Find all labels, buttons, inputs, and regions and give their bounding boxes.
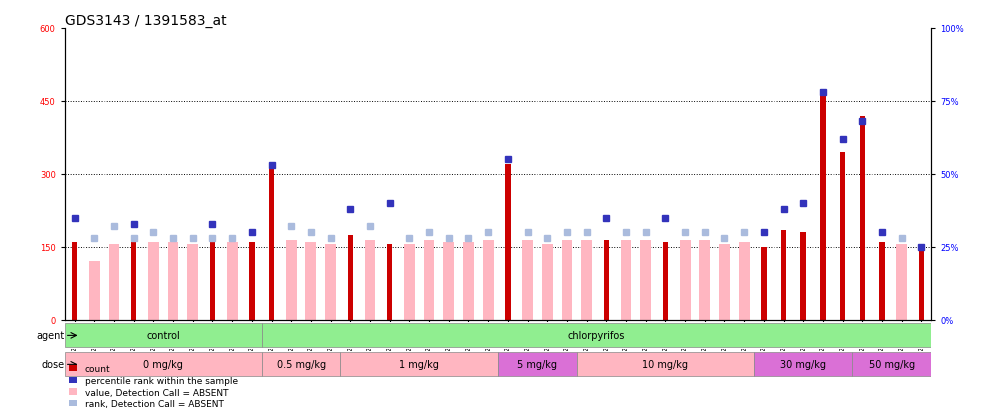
Legend: count, percentile rank within the sample, value, Detection Call = ABSENT, rank, : count, percentile rank within the sample… [70,365,238,408]
Bar [505,165,511,320]
Bar [562,240,573,320]
Bar [754,352,853,377]
Text: chlorpyrifos: chlorpyrifos [568,330,625,341]
Text: dose: dose [42,359,65,370]
Bar [227,242,238,320]
Bar [542,245,553,320]
Bar [130,242,136,320]
Bar [167,242,178,320]
Bar [65,323,262,348]
Bar [896,245,907,320]
Text: 5 mg/kg: 5 mg/kg [517,359,558,370]
Bar [365,240,375,320]
Bar [210,240,215,320]
Bar [404,245,414,320]
Text: control: control [146,330,180,341]
Bar [761,247,767,320]
Bar [577,352,754,377]
Bar [739,242,750,320]
Bar [498,352,577,377]
Bar [325,245,336,320]
Bar [443,242,454,320]
Bar [187,245,198,320]
Bar [249,242,255,320]
Bar [109,245,120,320]
Bar [621,240,631,320]
Bar [582,240,592,320]
Bar [860,116,866,320]
Text: 0 mg/kg: 0 mg/kg [143,359,183,370]
Bar [820,90,826,320]
Bar [679,240,690,320]
Text: 30 mg/kg: 30 mg/kg [780,359,827,370]
Bar [262,323,931,348]
Bar [483,240,494,320]
Text: 50 mg/kg: 50 mg/kg [869,359,915,370]
Bar [879,242,884,320]
Bar [463,242,474,320]
Bar [662,242,668,320]
Bar [840,153,846,320]
Bar [522,240,533,320]
Text: 0.5 mg/kg: 0.5 mg/kg [277,359,326,370]
Bar [604,240,610,320]
Text: 10 mg/kg: 10 mg/kg [642,359,688,370]
Bar [65,352,262,377]
Bar [348,235,353,320]
Bar [262,352,341,377]
Bar [640,240,651,320]
Bar [423,240,434,320]
Bar [286,240,297,320]
Bar [386,245,392,320]
Text: agent: agent [37,330,65,341]
Bar [306,242,317,320]
Bar [72,242,78,320]
Bar [341,352,498,377]
Bar [781,230,786,320]
Bar [918,245,924,320]
Bar [719,245,730,320]
Bar [269,165,274,320]
Text: 1 mg/kg: 1 mg/kg [399,359,439,370]
Bar [699,240,710,320]
Bar [853,352,931,377]
Bar [148,242,158,320]
Text: GDS3143 / 1391583_at: GDS3143 / 1391583_at [65,14,226,28]
Bar [89,262,100,320]
Bar [801,233,806,320]
